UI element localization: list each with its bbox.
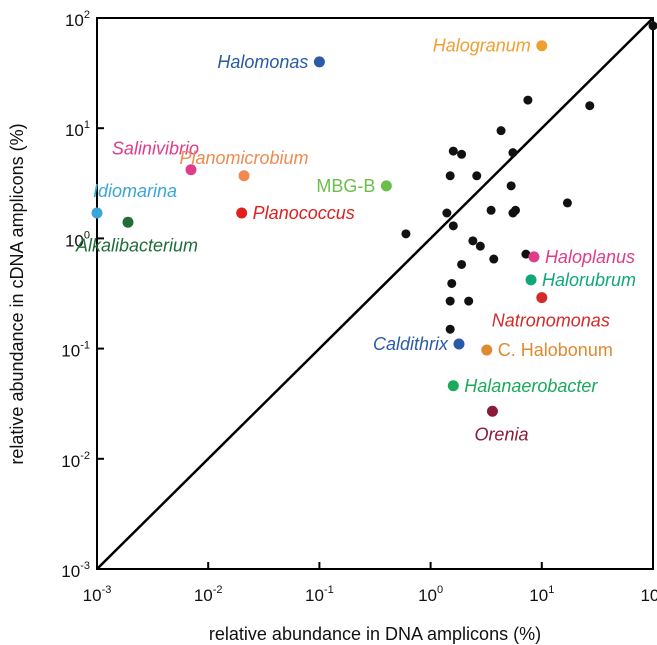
data-point xyxy=(445,296,455,306)
label-mbg-b: MBG-B xyxy=(316,176,375,196)
data-point xyxy=(448,146,458,156)
data-point xyxy=(468,236,478,246)
data-point xyxy=(448,221,458,231)
data-point xyxy=(585,101,595,111)
labeled-points: Halomonas Halogranum SalinivibrioPlanomicr… xyxy=(75,36,636,445)
data-point xyxy=(489,254,499,264)
y-tick-label: 10-1 xyxy=(61,340,90,361)
label-planococcus: Planococcus xyxy=(253,203,355,223)
label-haloplanus: Haloplanus xyxy=(545,247,635,267)
point-halanaerobacter xyxy=(447,380,459,392)
point-salinivibrio xyxy=(185,164,197,176)
data-point xyxy=(523,95,533,105)
point-halogranum xyxy=(536,40,548,52)
label-halanaerobacter: Halanaerobacter xyxy=(464,376,598,396)
data-point xyxy=(457,259,467,269)
axes xyxy=(96,17,654,570)
point-orenia xyxy=(486,405,498,417)
x-axis-title: relative abundance in DNA amplicons (%) xyxy=(209,624,541,644)
x-tick-label: 10-3 xyxy=(83,584,112,605)
data-point xyxy=(506,181,516,191)
y-tick-label: 102 xyxy=(65,9,90,30)
point-haloplanus xyxy=(528,251,540,263)
data-point xyxy=(445,324,455,334)
data-point xyxy=(486,205,496,215)
data-point xyxy=(508,148,518,158)
point-natronomonas xyxy=(536,292,548,304)
y-axis-title: relative abundance in cDNA amplicons (%) xyxy=(7,123,27,464)
point-alkalibacterium xyxy=(122,216,134,228)
label-caldithrix: Caldithrix xyxy=(373,334,449,354)
point-halorubrum xyxy=(525,274,537,286)
label-planomicrobium: Planomicrobium xyxy=(179,148,308,168)
y-tick-label: 10-2 xyxy=(61,450,90,471)
x-axis-ticks: 10-3 10-2 10-1 100 101 102 xyxy=(83,562,657,605)
x-tick-label: 101 xyxy=(529,584,554,605)
data-point xyxy=(510,205,520,215)
data-point xyxy=(521,249,531,259)
y-tick-label: 100 xyxy=(65,229,90,250)
label-natronomonas: Natronomonas xyxy=(492,311,610,331)
y-tick-label: 10-3 xyxy=(61,560,90,581)
unlabeled-points xyxy=(401,21,657,334)
data-point xyxy=(496,126,506,136)
point-planomicrobium xyxy=(238,170,250,182)
point-planococcus xyxy=(236,207,248,219)
data-point xyxy=(457,149,467,159)
data-point xyxy=(648,21,657,31)
point-idiomarina xyxy=(91,207,103,219)
label-halomonas: Halomonas xyxy=(217,52,308,72)
data-point xyxy=(401,229,411,239)
x-tick-label: 10-1 xyxy=(305,584,334,605)
x-tick-label: 100 xyxy=(418,584,443,605)
point-mbg-b xyxy=(380,180,392,192)
data-point xyxy=(472,171,482,181)
label-orenia: Orenia xyxy=(474,424,528,444)
data-point xyxy=(475,241,485,251)
label-halorubrum: Halorubrum xyxy=(542,270,636,290)
data-point xyxy=(445,171,455,181)
label-c-halobonum: C. Halobonum xyxy=(498,340,613,360)
point-c-halobonum xyxy=(481,344,493,356)
plot-frame xyxy=(96,17,654,570)
y-axis-ticks: 10-3 10-2 10-1 100 101 102 xyxy=(61,9,104,581)
label-salinivibrio: Salinivibrio xyxy=(112,139,199,159)
data-point xyxy=(447,278,457,288)
y-tick-label: 101 xyxy=(65,119,90,140)
x-tick-label: 10-2 xyxy=(194,584,223,605)
data-point xyxy=(562,198,572,208)
point-halomonas xyxy=(313,56,325,68)
x-tick-label: 102 xyxy=(640,584,657,605)
data-point xyxy=(442,208,452,218)
point-caldithrix xyxy=(453,338,465,350)
label-idiomarina: Idiomarina xyxy=(93,181,177,201)
label-halogranum: Halogranum xyxy=(433,36,531,56)
label-alkalibacterium: Alkalibacterium xyxy=(75,235,198,255)
data-point xyxy=(464,296,474,306)
identity-line xyxy=(96,17,654,570)
